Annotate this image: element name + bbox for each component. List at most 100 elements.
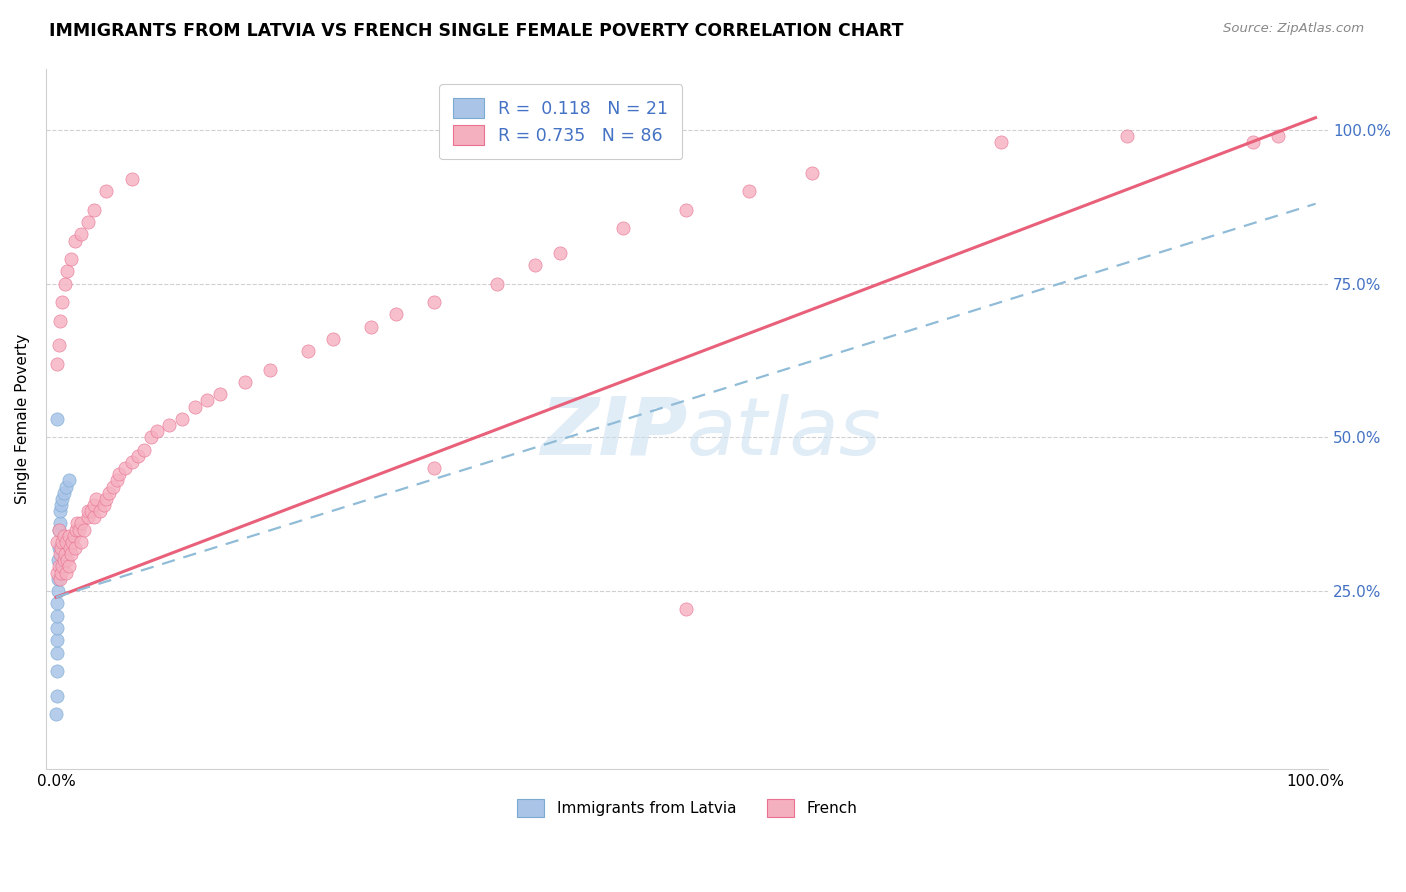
- Legend: Immigrants from Latvia, French: Immigrants from Latvia, French: [509, 792, 865, 825]
- Point: [114, 461, 136, 475]
- Point: [63, 541, 86, 555]
- Point: [53, 547, 76, 561]
- Point: [51, 534, 73, 549]
- Point: [738, 185, 761, 199]
- Point: [800, 166, 823, 180]
- Text: IMMIGRANTS FROM LATVIA VS FRENCH SINGLE FEMALE POVERTY CORRELATION CHART: IMMIGRANTS FROM LATVIA VS FRENCH SINGLE …: [49, 22, 904, 40]
- Point: [48, 559, 70, 574]
- Point: [49, 572, 72, 586]
- Point: [49, 547, 72, 561]
- Point: [208, 387, 231, 401]
- Point: [51, 295, 73, 310]
- Text: ZIP: ZIP: [540, 394, 688, 472]
- Point: [62, 534, 84, 549]
- Point: [73, 523, 96, 537]
- Point: [46, 357, 69, 371]
- Point: [83, 510, 105, 524]
- Point: [48, 338, 70, 352]
- Point: [423, 461, 446, 475]
- Point: [46, 596, 69, 610]
- Point: [49, 313, 72, 327]
- Point: [55, 479, 77, 493]
- Point: [46, 566, 69, 580]
- Point: [46, 621, 69, 635]
- Point: [121, 455, 143, 469]
- Text: atlas: atlas: [688, 394, 882, 472]
- Point: [49, 498, 72, 512]
- Point: [76, 510, 98, 524]
- Point: [423, 295, 446, 310]
- Point: [1115, 129, 1137, 144]
- Point: [56, 264, 79, 278]
- Point: [46, 412, 69, 426]
- Point: [195, 393, 218, 408]
- Point: [101, 479, 124, 493]
- Point: [134, 442, 156, 457]
- Point: [105, 474, 128, 488]
- Point: [48, 523, 70, 537]
- Point: [58, 529, 80, 543]
- Point: [55, 534, 77, 549]
- Point: [52, 485, 75, 500]
- Point: [297, 344, 319, 359]
- Point: [46, 572, 69, 586]
- Point: [523, 258, 546, 272]
- Point: [80, 504, 103, 518]
- Point: [83, 498, 105, 512]
- Point: [53, 277, 76, 291]
- Point: [485, 277, 508, 291]
- Point: [322, 332, 344, 346]
- Point: [89, 504, 111, 518]
- Point: [45, 706, 67, 721]
- Point: [48, 541, 70, 555]
- Point: [49, 541, 72, 555]
- Point: [1241, 136, 1264, 150]
- Y-axis label: Single Female Poverty: Single Female Poverty: [15, 334, 30, 504]
- Point: [58, 474, 80, 488]
- Point: [108, 467, 131, 482]
- Point: [45, 664, 67, 678]
- Point: [360, 319, 382, 334]
- Point: [612, 221, 634, 235]
- Point: [48, 523, 70, 537]
- Point: [170, 412, 193, 426]
- Point: [52, 553, 75, 567]
- Point: [65, 523, 87, 537]
- Point: [59, 541, 82, 555]
- Point: [146, 424, 169, 438]
- Text: Source: ZipAtlas.com: Source: ZipAtlas.com: [1223, 22, 1364, 36]
- Point: [157, 418, 180, 433]
- Point: [259, 362, 281, 376]
- Point: [62, 529, 84, 543]
- Point: [67, 523, 90, 537]
- Point: [46, 584, 69, 599]
- Point: [70, 534, 93, 549]
- Point: [675, 202, 697, 217]
- Point: [46, 534, 69, 549]
- Point: [60, 252, 83, 266]
- Point: [55, 566, 77, 580]
- Point: [49, 516, 72, 531]
- Point: [83, 202, 105, 217]
- Point: [70, 516, 93, 531]
- Point: [45, 689, 67, 703]
- Point: [63, 234, 86, 248]
- Point: [675, 602, 697, 616]
- Point: [49, 504, 72, 518]
- Point: [58, 559, 80, 574]
- Point: [45, 646, 67, 660]
- Point: [121, 172, 143, 186]
- Point: [56, 553, 79, 567]
- Point: [70, 227, 93, 242]
- Point: [51, 491, 73, 506]
- Point: [385, 307, 408, 321]
- Point: [60, 547, 83, 561]
- Point: [233, 375, 256, 389]
- Point: [96, 185, 118, 199]
- Point: [548, 246, 571, 260]
- Point: [76, 504, 98, 518]
- Point: [139, 430, 162, 444]
- Point: [93, 498, 115, 512]
- Point: [97, 485, 120, 500]
- Point: [52, 529, 75, 543]
